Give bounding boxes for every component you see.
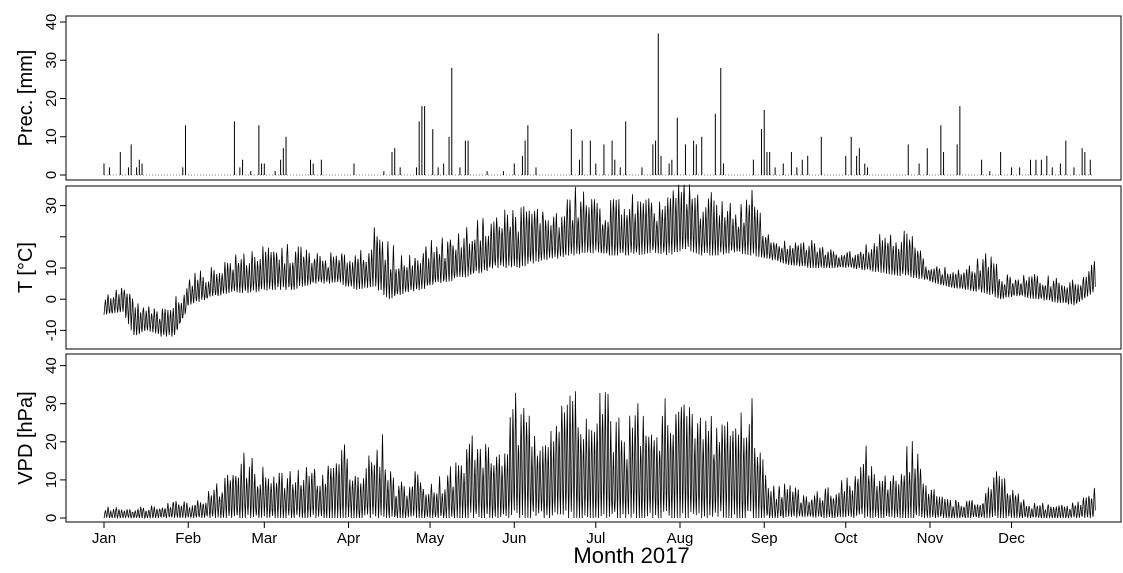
vpd-ylabel: VPD [hPa] <box>15 391 37 484</box>
vpd-frame <box>65 353 1122 523</box>
xtick-label-dec: Dec <box>998 530 1025 547</box>
temperature-ylabel: T [°C] <box>15 242 37 293</box>
vpd-ytick-label: 30 <box>43 395 60 412</box>
vpd-ytick-label: 10 <box>43 472 60 489</box>
xtick-label-jun: Jun <box>502 530 526 547</box>
temperature-panel: -10 0 10 30 T [°C] <box>15 184 1122 350</box>
xtick-label-aug: Aug <box>667 530 694 547</box>
vpd-ytick-label: 20 <box>43 433 60 450</box>
xtick-label-nov: Nov <box>917 530 944 547</box>
vpd-panel: 0 10 20 30 40 VPD [hPa] Jan Feb Mar Apr May Jun Jul A… <box>15 353 1122 568</box>
precipitation-ytick-label: 0 <box>43 171 60 179</box>
precipitation-ytick-label: 20 <box>43 90 60 107</box>
temperature-ytick-label: 0 <box>43 295 60 303</box>
vpd-ytick-label: 0 <box>43 514 60 522</box>
xtick-label-jul: Jul <box>586 530 605 547</box>
temperature-ytick-label: 30 <box>43 197 60 214</box>
xtick-label-apr: Apr <box>337 530 360 547</box>
precipitation-ytick-label: 10 <box>43 128 60 145</box>
xtick-label-sep: Sep <box>751 530 778 547</box>
xtick-label-jan: Jan <box>92 530 116 547</box>
precipitation-frame <box>65 15 1122 181</box>
temperature-ytick-label: 10 <box>43 260 60 277</box>
x-axis-label: Month 2017 <box>573 543 689 568</box>
temperature-series-line <box>103 184 1096 337</box>
precipitation-ylabel: Prec. [mm] <box>15 50 37 147</box>
xtick-label-mar: Mar <box>251 530 277 547</box>
precipitation-panel: 0 10 20 30 40 Prec. [mm] <box>15 14 1122 181</box>
temperature-ytick-label: -10 <box>43 320 60 342</box>
vpd-series-line <box>103 391 1096 520</box>
xtick-label-may: May <box>416 530 445 547</box>
vpd-ytick-label: 40 <box>43 357 60 374</box>
xtick-label-oct: Oct <box>834 530 858 547</box>
xtick-label-feb: Feb <box>175 530 201 547</box>
precipitation-ytick-label: 40 <box>43 14 60 31</box>
precipitation-ytick-label: 30 <box>43 52 60 69</box>
